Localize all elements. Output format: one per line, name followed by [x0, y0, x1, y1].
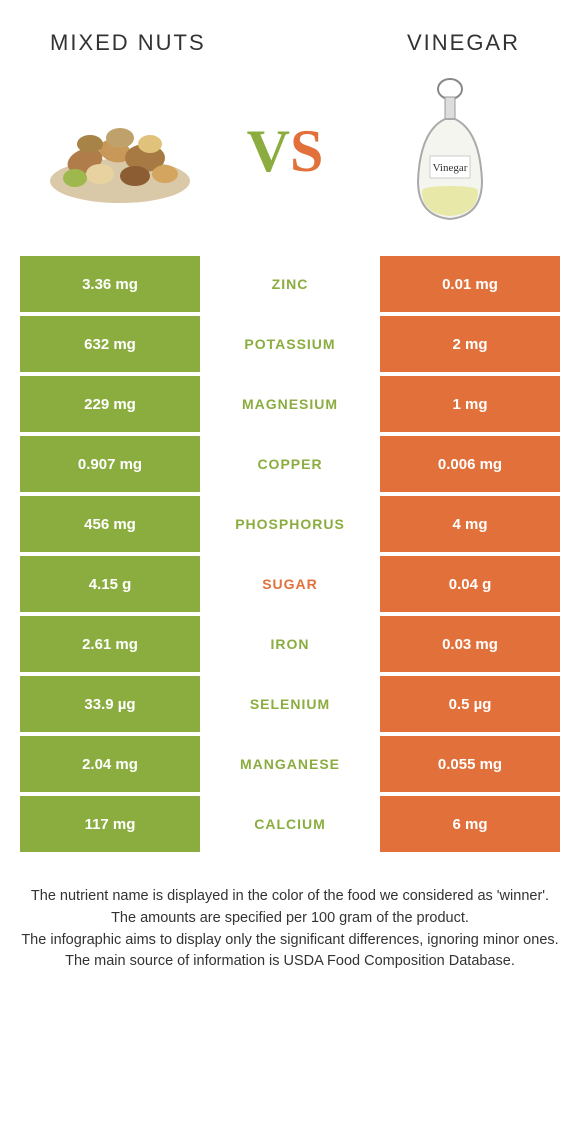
left-value-cell: 456 mg — [20, 496, 200, 552]
nutrient-name-cell: MAGNESIUM — [200, 376, 380, 432]
vs-v: V — [247, 118, 290, 184]
vs-s: S — [290, 118, 323, 184]
table-row: 117 mgCALCIUM6 mg — [20, 796, 560, 852]
nutrient-name-cell: SUGAR — [200, 556, 380, 612]
nutrient-name-cell: COPPER — [200, 436, 380, 492]
right-value-cell: 4 mg — [380, 496, 560, 552]
footer-notes: The nutrient name is displayed in the co… — [0, 856, 580, 973]
vs-label: VS — [247, 117, 324, 186]
right-value-cell: 1 mg — [380, 376, 560, 432]
right-value-cell: 0.04 g — [380, 556, 560, 612]
left-value-cell: 2.61 mg — [20, 616, 200, 672]
right-value-cell: 2 mg — [380, 316, 560, 372]
table-row: 2.04 mgMANGANESE0.055 mg — [20, 736, 560, 792]
header: MIXED NUTS VINEGAR — [0, 0, 580, 66]
right-value-cell: 0.03 mg — [380, 616, 560, 672]
nutrient-name-cell: MANGANESE — [200, 736, 380, 792]
nutrient-name-cell: SELENIUM — [200, 676, 380, 732]
left-value-cell: 3.36 mg — [20, 256, 200, 312]
footer-line: The amounts are specified per 100 gram o… — [20, 908, 560, 930]
right-value-cell: 0.01 mg — [380, 256, 560, 312]
nutrient-name-cell: POTASSIUM — [200, 316, 380, 372]
left-value-cell: 0.907 mg — [20, 436, 200, 492]
right-value-cell: 6 mg — [380, 796, 560, 852]
left-value-cell: 33.9 µg — [20, 676, 200, 732]
table-row: 3.36 mgZINC0.01 mg — [20, 256, 560, 312]
table-row: 2.61 mgIRON0.03 mg — [20, 616, 560, 672]
table-row: 229 mgMAGNESIUM1 mg — [20, 376, 560, 432]
footer-line: The infographic aims to display only the… — [20, 930, 560, 952]
left-value-cell: 2.04 mg — [20, 736, 200, 792]
nutrient-name-cell: PHOSPHORUS — [200, 496, 380, 552]
footer-line: The main source of information is USDA F… — [20, 951, 560, 973]
vinegar-image: Vinegar — [370, 81, 530, 221]
right-food-title: VINEGAR — [407, 30, 520, 56]
table-row: 0.907 mgCOPPER0.006 mg — [20, 436, 560, 492]
right-value-cell: 0.055 mg — [380, 736, 560, 792]
nutrient-name-cell: CALCIUM — [200, 796, 380, 852]
right-value-cell: 0.5 µg — [380, 676, 560, 732]
left-value-cell: 117 mg — [20, 796, 200, 852]
left-value-cell: 632 mg — [20, 316, 200, 372]
nutrient-table: 3.36 mgZINC0.01 mg632 mgPOTASSIUM2 mg229… — [0, 256, 580, 852]
table-row: 632 mgPOTASSIUM2 mg — [20, 316, 560, 372]
vinegar-bottle-label: Vinegar — [433, 162, 468, 174]
right-value-cell: 0.006 mg — [380, 436, 560, 492]
left-value-cell: 229 mg — [20, 376, 200, 432]
nutrient-name-cell: IRON — [200, 616, 380, 672]
table-row: 456 mgPHOSPHORUS4 mg — [20, 496, 560, 552]
left-value-cell: 4.15 g — [20, 556, 200, 612]
footer-line: The nutrient name is displayed in the co… — [20, 886, 560, 908]
nutrient-name-cell: ZINC — [200, 256, 380, 312]
table-row: 33.9 µgSELENIUM0.5 µg — [20, 676, 560, 732]
mixed-nuts-image — [40, 81, 200, 221]
left-food-title: MIXED NUTS — [50, 30, 206, 56]
images-row: VS Vinegar — [0, 66, 580, 256]
table-row: 4.15 gSUGAR0.04 g — [20, 556, 560, 612]
